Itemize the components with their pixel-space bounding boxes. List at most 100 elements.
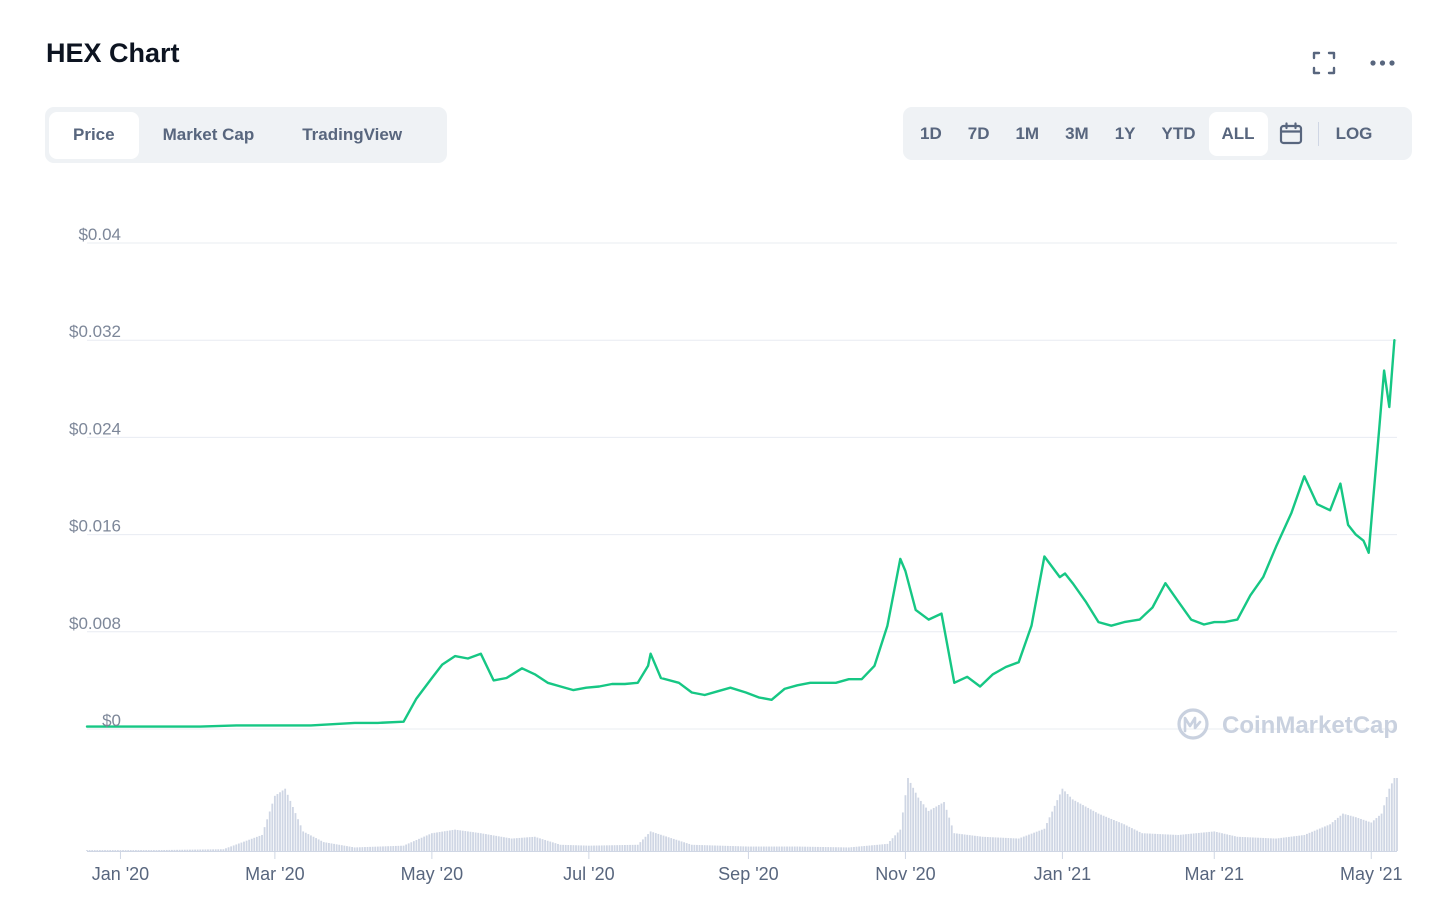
tab-tradingview[interactable]: TradingView bbox=[302, 125, 403, 144]
log-scale-button[interactable]: LOG bbox=[1335, 123, 1373, 143]
volume-bar bbox=[729, 845, 732, 851]
range-7d-button[interactable]: 7D bbox=[967, 123, 990, 143]
volume-bar bbox=[217, 849, 220, 851]
expand-icon[interactable] bbox=[1307, 46, 1341, 80]
tab-price[interactable]: Price bbox=[49, 111, 139, 159]
volume-bar bbox=[335, 844, 338, 851]
volume-bar bbox=[394, 845, 397, 851]
volume-bar bbox=[824, 847, 827, 851]
volume-bar bbox=[1069, 796, 1072, 851]
volume-bar bbox=[1321, 827, 1324, 851]
volume-bar bbox=[623, 845, 626, 851]
volume-bar bbox=[1244, 837, 1247, 851]
range-1m-button[interactable]: 1M bbox=[1015, 123, 1040, 143]
volume-bar bbox=[510, 838, 513, 851]
volume-bar bbox=[984, 836, 987, 851]
y-tick-label: $0.016 bbox=[69, 517, 121, 536]
volume-bar bbox=[191, 849, 194, 851]
volume-bar bbox=[1064, 791, 1066, 851]
range-1d-button[interactable]: 1D bbox=[920, 123, 942, 143]
volume-bar bbox=[1375, 818, 1378, 851]
volume-bar bbox=[114, 850, 117, 851]
volume-bar bbox=[266, 819, 269, 851]
volume-bar bbox=[106, 850, 109, 851]
volume-bar bbox=[605, 845, 608, 851]
volume-bar bbox=[379, 846, 382, 851]
volume-bar bbox=[196, 849, 199, 851]
volume-bar bbox=[837, 847, 840, 851]
volume-bar bbox=[1002, 837, 1005, 851]
volume-bar bbox=[425, 835, 428, 851]
volume-bar bbox=[1038, 830, 1041, 851]
volume-bar bbox=[1344, 814, 1347, 851]
volume-bar bbox=[122, 850, 124, 851]
volume-bar bbox=[714, 845, 716, 851]
volume-bar bbox=[279, 792, 281, 851]
volume-bar bbox=[1197, 832, 1200, 851]
volume-bar bbox=[423, 836, 426, 851]
volume-bar bbox=[1215, 832, 1218, 851]
volume-bar bbox=[237, 843, 240, 851]
volume-bar bbox=[1365, 820, 1368, 851]
volume-bar bbox=[665, 836, 667, 851]
volume-bar bbox=[1388, 788, 1391, 851]
volume-bar bbox=[1203, 832, 1205, 851]
volume-bar bbox=[1331, 822, 1334, 851]
volume-bar bbox=[693, 844, 696, 851]
volume-bar bbox=[1231, 835, 1234, 851]
volume-bar bbox=[768, 846, 770, 851]
more-options-icon[interactable] bbox=[1366, 46, 1400, 80]
volume-bar bbox=[1053, 805, 1056, 851]
volume-bar bbox=[1205, 832, 1208, 851]
volume-bar bbox=[163, 850, 166, 851]
volume-bar bbox=[1107, 817, 1110, 851]
volume-bar bbox=[1378, 815, 1380, 851]
volume-bar bbox=[204, 849, 207, 851]
volume-bar bbox=[832, 847, 835, 851]
volume-bar bbox=[436, 832, 438, 851]
volume-bar bbox=[1228, 834, 1231, 851]
volume-bar bbox=[1316, 829, 1319, 851]
volume-bar bbox=[683, 842, 685, 851]
volume-bar bbox=[912, 787, 915, 851]
volume-bar bbox=[533, 836, 536, 851]
volume-bar bbox=[155, 850, 158, 851]
volume-bar bbox=[1169, 834, 1172, 851]
range-ytd-button[interactable]: YTD bbox=[1161, 123, 1196, 143]
volume-bar bbox=[716, 845, 719, 851]
range-3m-button[interactable]: 3M bbox=[1065, 123, 1089, 143]
volume-bar bbox=[1182, 834, 1185, 851]
watermark-text: CoinMarketCap bbox=[1222, 712, 1398, 739]
volume-bar bbox=[402, 845, 405, 851]
tab-market-cap[interactable]: Market Cap bbox=[162, 125, 255, 144]
volume-bar bbox=[539, 838, 541, 851]
volume-bar bbox=[1020, 837, 1023, 851]
volume-bar bbox=[364, 847, 366, 851]
volume-bar bbox=[953, 833, 956, 851]
volume-bar bbox=[778, 846, 781, 851]
volume-bar bbox=[1061, 788, 1064, 851]
volume-bar bbox=[840, 847, 842, 851]
volume-bar bbox=[500, 836, 503, 851]
calendar-icon[interactable] bbox=[1268, 112, 1314, 156]
volume-bar bbox=[248, 839, 251, 851]
volume-bar bbox=[1100, 814, 1102, 851]
volume-bar bbox=[907, 778, 909, 851]
volume-bar bbox=[1084, 806, 1087, 851]
volume-bar bbox=[528, 837, 531, 851]
volume-bar bbox=[189, 849, 191, 851]
range-all-button[interactable]: ALL bbox=[1208, 111, 1268, 156]
volume-bar bbox=[358, 847, 361, 851]
volume-bar bbox=[672, 838, 675, 851]
volume-bar bbox=[225, 848, 227, 851]
volume-bar bbox=[302, 831, 305, 851]
volume-bar bbox=[868, 845, 871, 851]
range-1y-button[interactable]: 1Y bbox=[1114, 123, 1136, 143]
volume-bar bbox=[961, 834, 963, 851]
volume-bar bbox=[472, 832, 474, 851]
volume-bar bbox=[1033, 832, 1036, 851]
volume-bar bbox=[1336, 817, 1339, 851]
volume-bar bbox=[443, 831, 446, 851]
volume-bar bbox=[104, 850, 106, 851]
chart-title: HEX Chart bbox=[46, 38, 180, 68]
